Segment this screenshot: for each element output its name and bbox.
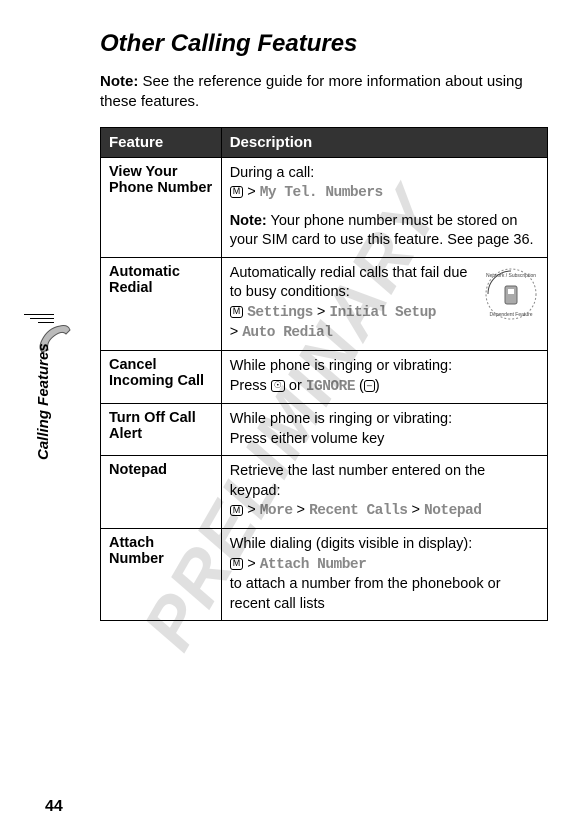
- path-sep: >: [313, 304, 330, 320]
- feature-name: Turn Off Call Alert: [101, 404, 222, 456]
- svg-text:Dependent Feature: Dependent Feature: [489, 312, 532, 318]
- subnote-text: Your phone number must be stored on your…: [230, 213, 534, 249]
- table-row: Cancel Incoming Call While phone is ring…: [101, 351, 548, 404]
- table-header-feature: Feature: [101, 127, 222, 157]
- feature-name: Cancel Incoming Call: [101, 351, 222, 404]
- path-sep: >: [293, 502, 310, 518]
- feature-description: While phone is ringing or vibrating: Pre…: [221, 351, 547, 404]
- menu-path: Recent Calls: [309, 503, 407, 519]
- paren: (: [355, 378, 364, 394]
- feature-description: While dialing (digits visible in display…: [221, 528, 547, 620]
- menu-key-icon: M: [230, 505, 244, 517]
- path-sep: >: [243, 502, 260, 518]
- svg-text:Network / Subscription: Network / Subscription: [486, 273, 536, 279]
- path-sep: >: [243, 184, 260, 200]
- softkey-icon: –: [364, 380, 375, 392]
- menu-path: More: [260, 503, 293, 519]
- desc-text: or: [285, 378, 306, 394]
- page-title: Other Calling Features: [100, 30, 548, 58]
- menu-path: Auto Redial: [242, 325, 332, 341]
- table-row: Attach Number While dialing (digits visi…: [101, 528, 548, 620]
- feature-name: View Your Phone Number: [101, 157, 222, 257]
- intro-note: Note: See the reference guide for more i…: [100, 72, 548, 113]
- feature-name: Automatic Redial: [101, 257, 222, 350]
- desc-text: Press either volume key: [230, 430, 539, 450]
- menu-key-icon: M: [230, 186, 244, 198]
- feature-description: During a call: M > My Tel. Numbers Note:…: [221, 157, 547, 257]
- feature-name: Attach Number: [101, 528, 222, 620]
- menu-path: Attach Number: [260, 557, 367, 573]
- menu-path: Settings: [247, 305, 313, 321]
- table-row: Notepad Retrieve the last number entered…: [101, 456, 548, 529]
- path-sep: >: [243, 556, 260, 572]
- desc-prefix: During a call:: [230, 164, 539, 184]
- menu-key-icon: M: [230, 558, 244, 570]
- intro-note-label: Note:: [100, 73, 138, 90]
- paren: ): [375, 378, 380, 394]
- table-header-description: Description: [221, 127, 547, 157]
- desc-prefix: While dialing (digits visible in display…: [230, 535, 539, 555]
- end-key-icon: ☉: [271, 380, 285, 392]
- menu-path: My Tel. Numbers: [260, 185, 383, 201]
- desc-text: Press: [230, 378, 271, 394]
- desc-suffix: to attach a number from the phonebook or…: [230, 575, 539, 614]
- desc-prefix: Retrieve the last number entered on the …: [230, 462, 539, 501]
- feature-description: Network / Subscription Dependent Feature…: [221, 257, 547, 350]
- intro-note-text: See the reference guide for more informa…: [100, 73, 523, 110]
- feature-name: Notepad: [101, 456, 222, 529]
- features-table: Feature Description View Your Phone Numb…: [100, 127, 548, 622]
- table-row: Automatic Redial Network / Subscription …: [101, 257, 548, 350]
- side-section-label: Calling Features: [35, 343, 52, 460]
- path-sep: >: [230, 324, 243, 340]
- page-number: 44: [45, 798, 63, 816]
- menu-path: Initial Setup: [329, 305, 436, 321]
- desc-prefix: While phone is ringing or vibrating:: [230, 410, 539, 430]
- path-sep: >: [407, 502, 424, 518]
- menu-path: IGNORE: [306, 379, 355, 395]
- table-row: Turn Off Call Alert While phone is ringi…: [101, 404, 548, 456]
- menu-path: Notepad: [424, 503, 481, 519]
- feature-description: Retrieve the last number entered on the …: [221, 456, 547, 529]
- feature-description: While phone is ringing or vibrating: Pre…: [221, 404, 547, 456]
- network-feature-icon: Network / Subscription Dependent Feature: [483, 266, 539, 322]
- desc-prefix: While phone is ringing or vibrating:: [230, 357, 539, 377]
- subnote-label: Note:: [230, 213, 267, 229]
- menu-key-icon: M: [230, 306, 244, 318]
- table-row: View Your Phone Number During a call: M …: [101, 157, 548, 257]
